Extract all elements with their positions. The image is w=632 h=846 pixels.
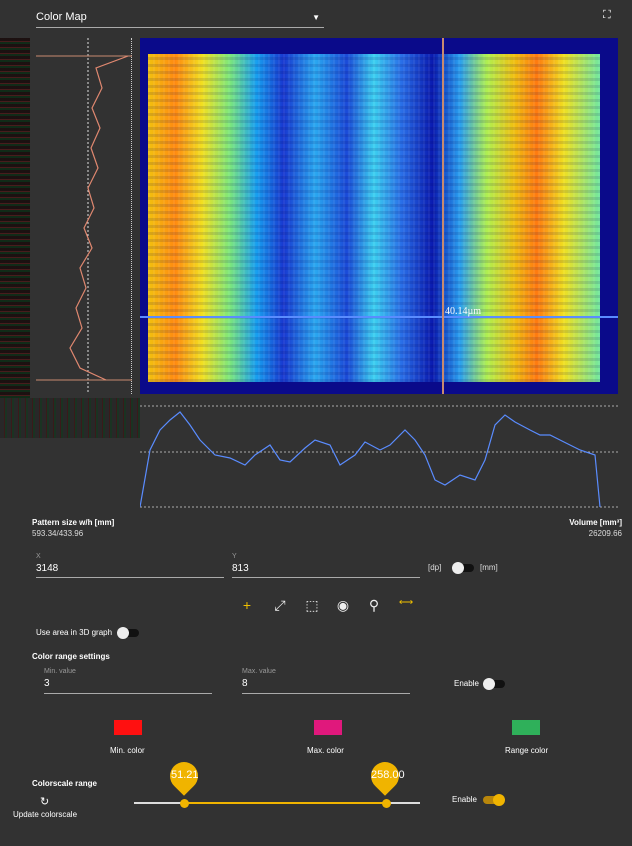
update-colorscale-button[interactable]: Update colorscale	[13, 810, 78, 819]
min-color-label: Min. color	[110, 746, 145, 755]
use-area-toggle[interactable]	[117, 627, 139, 639]
colorscale-toggle[interactable]	[483, 794, 505, 806]
fullscreen-icon[interactable]: ⛶	[603, 9, 611, 21]
crosshair-label: 40.14µm	[445, 306, 482, 317]
color-range-toggle[interactable]	[483, 678, 505, 690]
color-range-enable-label: Enable	[454, 679, 479, 688]
zoom-icon[interactable]: ⚲	[368, 597, 380, 613]
volume-label: Volume [mm³]	[569, 518, 622, 527]
colorscale-title: Colorscale range	[32, 779, 97, 788]
slider-low-value: 51.21	[171, 769, 199, 781]
circle-tool-icon[interactable]: ◉	[336, 597, 350, 613]
crosshair-vertical[interactable]	[442, 38, 444, 394]
vertical-profile	[36, 38, 132, 394]
refresh-icon[interactable]: ↻	[40, 796, 50, 808]
horizontal-profile	[139, 400, 618, 510]
range-color-label: Range color	[505, 746, 549, 755]
slider-thumb-low[interactable]	[180, 799, 189, 808]
colorscale-enable-label: Enable	[452, 795, 477, 804]
bottom-noise	[0, 398, 140, 438]
min-value-input[interactable]: Min. value 3	[44, 668, 212, 694]
side-noise	[0, 38, 30, 398]
unit-mm-label: [mm]	[480, 563, 498, 572]
volume-value: 26209.66	[588, 529, 622, 538]
pattern-size-value: 593.34/433.96	[32, 529, 84, 538]
measure-icon[interactable]: ⟷	[398, 597, 414, 608]
max-color-swatch[interactable]	[314, 720, 342, 735]
range-color-swatch[interactable]	[512, 720, 540, 735]
max-color-label: Max. color	[307, 746, 344, 755]
slider-thumb-high[interactable]	[382, 799, 391, 808]
color-range-title: Color range settings	[32, 652, 110, 661]
crosshair-tool-icon[interactable]: +	[242, 597, 252, 613]
slider-high-value: 258.00	[371, 769, 405, 781]
heatmap-image	[148, 54, 600, 382]
unit-dp-label: [dp]	[428, 563, 442, 572]
use-area-label: Use area in 3D graph	[36, 628, 113, 637]
max-value-input[interactable]: Max. value 8	[242, 668, 410, 694]
color-map[interactable]	[140, 38, 618, 394]
min-color-swatch[interactable]	[114, 720, 142, 735]
x-input[interactable]: X 3148	[36, 553, 224, 578]
chevron-down-icon: ▼	[312, 13, 320, 22]
colorscale-slider-range	[184, 802, 386, 804]
crosshair-horizontal[interactable]	[140, 316, 618, 318]
rect-select-icon[interactable]: ⬚	[305, 597, 319, 613]
y-input[interactable]: Y 813	[232, 553, 420, 578]
unit-toggle[interactable]	[452, 562, 474, 574]
view-select[interactable]: Color Map ▼	[36, 6, 324, 28]
line-tool-icon[interactable]: ⤢	[274, 597, 286, 613]
pattern-size-label: Pattern size w/h [mm]	[32, 518, 115, 527]
